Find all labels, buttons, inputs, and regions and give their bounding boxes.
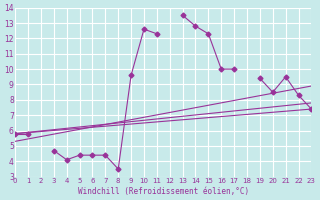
X-axis label: Windchill (Refroidissement éolien,°C): Windchill (Refroidissement éolien,°C): [78, 187, 249, 196]
